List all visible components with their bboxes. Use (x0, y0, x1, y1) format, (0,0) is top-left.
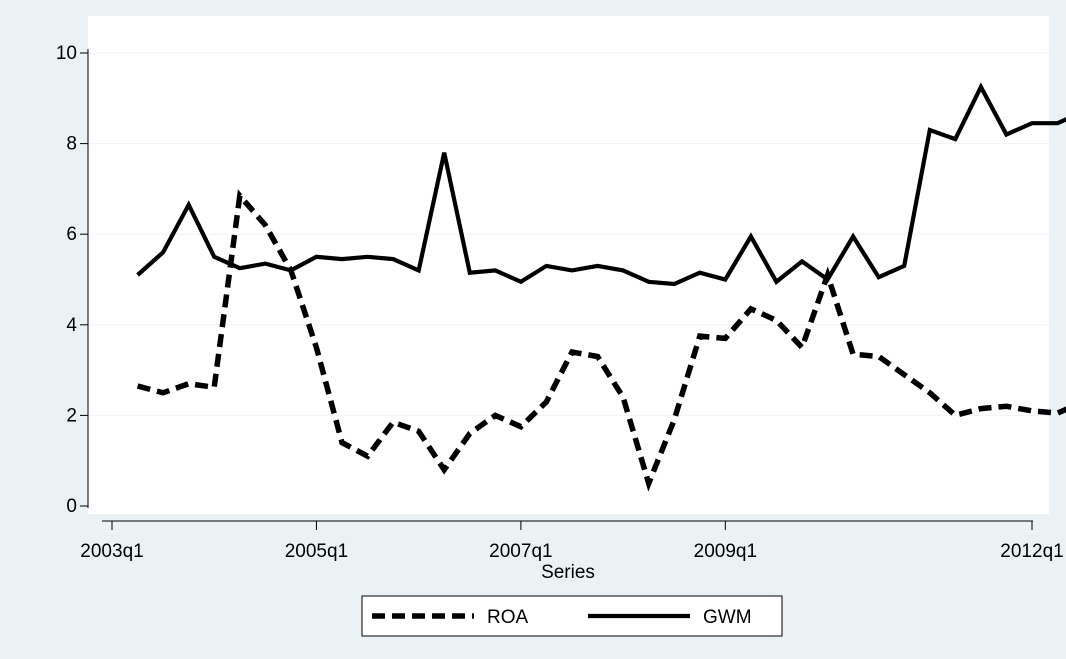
y-tick-label: 2 (66, 405, 77, 426)
y-tick-label: 8 (66, 134, 77, 155)
y-tick-label: 0 (66, 496, 77, 517)
axes: 0 2 4 6 8 10 2003q1 2005q1 2007q1 2009q1 2012q1 (56, 43, 1064, 562)
legend-box (361, 595, 783, 637)
y-tick-label: 4 (66, 315, 77, 336)
x-tick-label: 2003q1 (80, 541, 143, 562)
x-tick-label: 2005q1 (285, 541, 348, 562)
x-tick-label: 2012q1 (1000, 541, 1063, 562)
x-tick-label: 2009q1 (694, 541, 757, 562)
gridlines (88, 52, 1049, 416)
series-lines (136, 82, 1066, 492)
x-tick-label: 2007q1 (489, 541, 552, 562)
legend-label-roa: ROA (487, 607, 529, 628)
legend: ROA GWM (361, 595, 783, 637)
legend-label-gwm: GWM (703, 607, 752, 628)
series-line-gwm (136, 82, 1066, 287)
y-tick-label: 6 (66, 224, 77, 245)
x-axis-title: Series (541, 562, 595, 583)
y-tick-label: 10 (56, 43, 77, 64)
